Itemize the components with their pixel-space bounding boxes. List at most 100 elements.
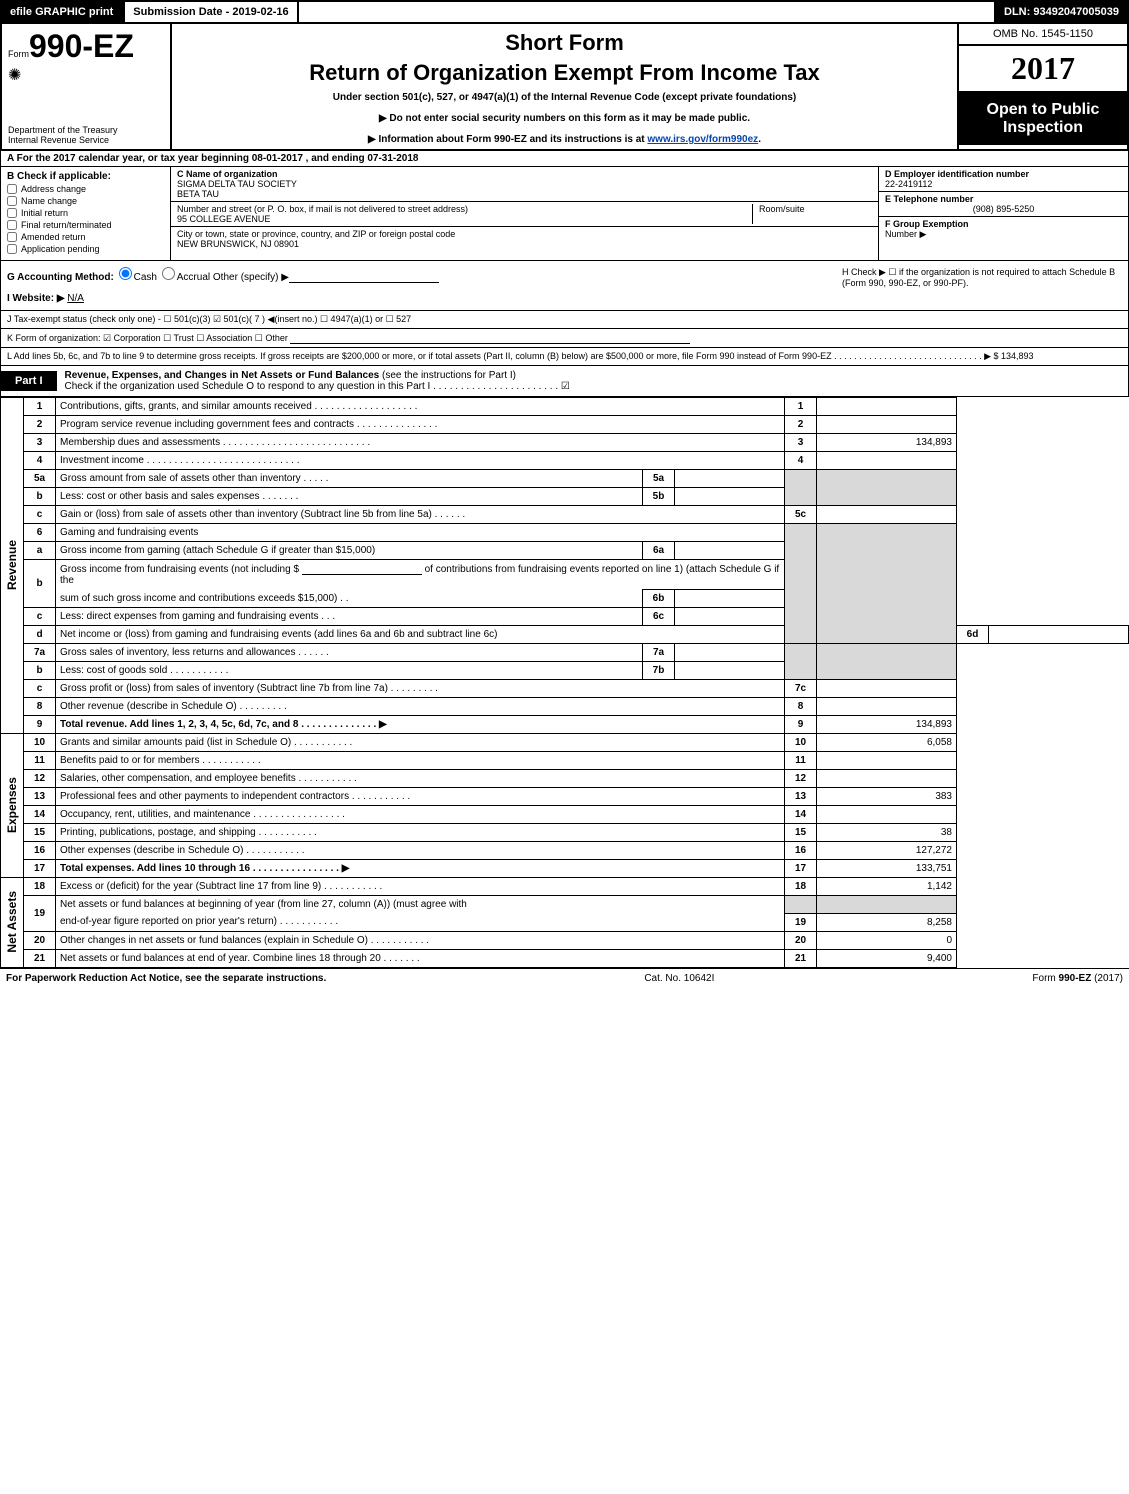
row-5c: c Gain or (loss) from sale of assets oth… xyxy=(1,506,1129,524)
r1-rn: 1 xyxy=(785,398,817,416)
r7a-num: 7a xyxy=(24,644,56,662)
r4-rn: 4 xyxy=(785,452,817,470)
r6b-pre: Gross income from fundraising events (no… xyxy=(60,564,302,575)
city-value: NEW BRUNSWICK, NJ 08901 xyxy=(177,239,872,249)
r17-num: 17 xyxy=(24,860,56,878)
chk-amended-return-box[interactable] xyxy=(7,232,17,242)
org-name-1: SIGMA DELTA TAU SOCIETY xyxy=(177,179,872,189)
line-k-blank xyxy=(290,332,690,344)
room-suite-label: Room/suite xyxy=(759,204,872,214)
r18-num: 18 xyxy=(24,878,56,896)
tax-year-end: 07-31-2018 xyxy=(367,153,418,164)
r8-desc: Other revenue (describe in Schedule O) .… xyxy=(56,698,785,716)
open-line2: Inspection xyxy=(963,119,1123,137)
row-15: 15 Printing, publications, postage, and … xyxy=(1,824,1129,842)
r7a-desc: Gross sales of inventory, less returns a… xyxy=(56,644,643,662)
r5a-mv xyxy=(675,470,785,488)
accounting-cash-radio[interactable] xyxy=(119,267,132,280)
addr-value: 95 COLLEGE AVENUE xyxy=(177,214,752,224)
dln: DLN: 93492047005039 xyxy=(994,0,1129,24)
chk-application-pending-label: Application pending xyxy=(21,244,100,254)
row-6b-1: b Gross income from fundraising events (… xyxy=(1,560,1129,590)
open-line1: Open to Public xyxy=(963,101,1123,119)
r6-shade xyxy=(785,524,817,644)
expenses-rot: Expenses xyxy=(5,777,19,833)
r21-num: 21 xyxy=(24,949,56,967)
r8-rn: 8 xyxy=(785,698,817,716)
r14-rn: 14 xyxy=(785,806,817,824)
r2-rn: 2 xyxy=(785,416,817,434)
box-c: C Name of organization SIGMA DELTA TAU S… xyxy=(171,167,878,260)
r8-rv xyxy=(817,698,957,716)
r6d-rv xyxy=(989,626,1129,644)
r17-desc: Total expenses. Add lines 10 through 16 … xyxy=(56,860,785,878)
instructions-link[interactable]: www.irs.gov/form990ez xyxy=(647,134,758,145)
r11-rv xyxy=(817,752,957,770)
r6d-desc: Net income or (loss) from gaming and fun… xyxy=(56,626,785,644)
line-i-label: I Website: ▶ xyxy=(7,293,65,304)
r7a-mn: 7a xyxy=(643,644,675,662)
chk-address-change-box[interactable] xyxy=(7,184,17,194)
submission-date: Submission Date - 2019-02-16 xyxy=(123,0,298,24)
r19-shade xyxy=(785,896,817,914)
chk-application-pending-box[interactable] xyxy=(7,244,17,254)
revenue-section-label: Revenue xyxy=(1,398,24,734)
r21-rv: 9,400 xyxy=(817,949,957,967)
form-990ez-page: efile GRAPHIC print Submission Date - 20… xyxy=(0,0,1129,988)
row-6d: d Net income or (loss) from gaming and f… xyxy=(1,626,1129,644)
chk-initial-return-box[interactable] xyxy=(7,208,17,218)
row-1: Revenue 1 Contributions, gifts, grants, … xyxy=(1,398,1129,416)
r6a-mv xyxy=(675,542,785,560)
footer-right-post: (2017) xyxy=(1091,973,1123,984)
r4-rv xyxy=(817,452,957,470)
form-prefix: Form xyxy=(8,49,29,59)
box-e-label: E Telephone number xyxy=(885,194,1122,204)
r7c-desc: Gross profit or (loss) from sales of inv… xyxy=(56,680,785,698)
r6b-desc-1: Gross income from fundraising events (no… xyxy=(56,560,785,590)
r4-num: 4 xyxy=(24,452,56,470)
r3-rv: 134,893 xyxy=(817,434,957,452)
expenses-section-label: Expenses xyxy=(1,734,24,878)
row-8: 8 Other revenue (describe in Schedule O)… xyxy=(1,698,1129,716)
row-21: 21 Net assets or fund balances at end of… xyxy=(1,949,1129,967)
r5b-num: b xyxy=(24,488,56,506)
r6c-mv xyxy=(675,608,785,626)
r5c-num: c xyxy=(24,506,56,524)
r6a-mn: 6a xyxy=(643,542,675,560)
r14-rv xyxy=(817,806,957,824)
row-6a: a Gross income from gaming (attach Sched… xyxy=(1,542,1129,560)
footer-right-bold: 990-EZ xyxy=(1059,973,1092,984)
r5b-mn: 5b xyxy=(643,488,675,506)
part-i-check-line: Check if the organization used Schedule … xyxy=(65,381,570,392)
r15-rv: 38 xyxy=(817,824,957,842)
line-l: L Add lines 5b, 6c, and 7b to line 9 to … xyxy=(0,348,1129,366)
r14-num: 14 xyxy=(24,806,56,824)
part-i-tab: Part I xyxy=(1,371,57,391)
r13-num: 13 xyxy=(24,788,56,806)
r11-rn: 11 xyxy=(785,752,817,770)
r15-desc: Printing, publications, postage, and shi… xyxy=(56,824,785,842)
form-no: 990-EZ xyxy=(29,28,134,65)
revenue-rot: Revenue xyxy=(5,540,19,590)
r3-desc: Membership dues and assessments . . . . … xyxy=(56,434,785,452)
row-19a: 19 Net assets or fund balances at beginn… xyxy=(1,896,1129,914)
submission-date-value: 2019-02-16 xyxy=(232,6,288,18)
r20-num: 20 xyxy=(24,931,56,949)
r6d-num: d xyxy=(24,626,56,644)
r5a-desc: Gross amount from sale of assets other t… xyxy=(56,470,643,488)
chk-name-change-box[interactable] xyxy=(7,196,17,206)
r15-rn: 15 xyxy=(785,824,817,842)
accounting-accrual-radio[interactable] xyxy=(162,267,175,280)
chk-final-return-box[interactable] xyxy=(7,220,17,230)
r21-rn: 21 xyxy=(785,949,817,967)
r3-rn: 3 xyxy=(785,434,817,452)
r13-rn: 13 xyxy=(785,788,817,806)
r14-desc: Occupancy, rent, utilities, and maintena… xyxy=(56,806,785,824)
form-title-1: Short Form xyxy=(180,30,949,56)
irs-seal-icon: ✺ xyxy=(8,65,164,85)
r10-rn: 10 xyxy=(785,734,817,752)
r6a-desc: Gross income from gaming (attach Schedul… xyxy=(56,542,643,560)
r7b-mv xyxy=(675,662,785,680)
note2-pre: ▶ Information about Form 990-EZ and its … xyxy=(368,134,647,145)
r15-num: 15 xyxy=(24,824,56,842)
